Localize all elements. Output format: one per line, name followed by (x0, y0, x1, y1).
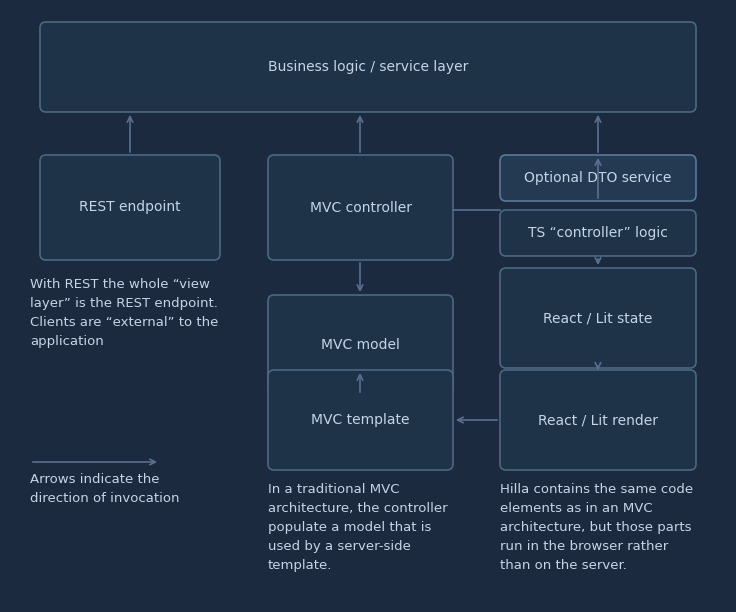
FancyBboxPatch shape (40, 22, 696, 112)
Text: TS “controller” logic: TS “controller” logic (528, 226, 668, 240)
FancyBboxPatch shape (500, 210, 696, 256)
FancyBboxPatch shape (268, 155, 453, 260)
FancyBboxPatch shape (500, 268, 696, 368)
Text: Optional DTO service: Optional DTO service (524, 171, 672, 185)
FancyBboxPatch shape (40, 155, 220, 260)
Text: Arrows indicate the
direction of invocation: Arrows indicate the direction of invocat… (30, 473, 180, 505)
FancyBboxPatch shape (268, 370, 453, 470)
Text: Hilla contains the same code
elements as in an MVC
architecture, but those parts: Hilla contains the same code elements as… (500, 483, 693, 572)
Text: MVC controller: MVC controller (310, 201, 411, 214)
Text: With REST the whole “view
layer” is the REST endpoint.
Clients are “external” to: With REST the whole “view layer” is the … (30, 278, 219, 348)
Text: MVC template: MVC template (311, 413, 410, 427)
Text: Business logic / service layer: Business logic / service layer (268, 60, 468, 74)
Text: React / Lit render: React / Lit render (538, 413, 658, 427)
FancyBboxPatch shape (268, 295, 453, 395)
Text: In a traditional MVC
architecture, the controller
populate a model that is
used : In a traditional MVC architecture, the c… (268, 483, 447, 572)
Text: MVC model: MVC model (321, 338, 400, 352)
Text: REST endpoint: REST endpoint (79, 201, 181, 214)
Text: React / Lit state: React / Lit state (543, 311, 653, 325)
FancyBboxPatch shape (500, 370, 696, 470)
FancyBboxPatch shape (500, 155, 696, 201)
